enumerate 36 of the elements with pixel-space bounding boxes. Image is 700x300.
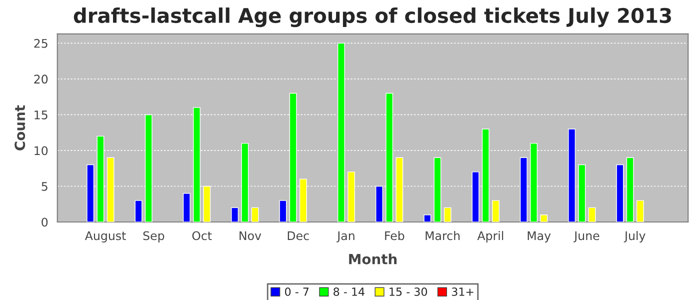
x-axis-title: Month bbox=[349, 254, 397, 264]
bar bbox=[540, 214, 548, 222]
x-tick-label: April bbox=[477, 231, 504, 242]
bar bbox=[279, 200, 287, 222]
y-tick-label: 10 bbox=[34, 146, 48, 156]
bar bbox=[444, 207, 452, 222]
legend-label: 0 - 7 bbox=[285, 288, 309, 296]
x-tick-label: August bbox=[84, 231, 126, 242]
x-tick-label: Dec bbox=[288, 231, 309, 240]
x-tick-label: July bbox=[624, 231, 646, 242]
x-tick-label: June bbox=[574, 231, 600, 242]
y-tick-label: 25 bbox=[34, 38, 48, 48]
legend-label: 31+ bbox=[452, 288, 474, 296]
x-tick-label: March bbox=[426, 231, 460, 240]
bar bbox=[492, 200, 500, 222]
y-tick-label: 20 bbox=[34, 74, 48, 84]
chart-title: drafts-lastcall Age groups of closed tickets July 2013 bbox=[74, 7, 671, 28]
bar bbox=[134, 200, 142, 222]
legend-label: 15 - 30 bbox=[390, 288, 428, 296]
legend-label: 8 - 14 bbox=[334, 288, 364, 296]
x-tick-label: Feb bbox=[385, 231, 404, 240]
y-tick-label: 0 bbox=[42, 218, 48, 227]
y-tick-label: 15 bbox=[34, 110, 48, 120]
x-tick-label: Oct bbox=[192, 231, 212, 240]
bar bbox=[588, 207, 596, 222]
x-tick-label: Nov bbox=[240, 231, 262, 240]
bar bbox=[231, 207, 239, 222]
y-tick-label: 5 bbox=[42, 182, 48, 191]
bar bbox=[182, 193, 190, 222]
x-tick-label: Sep bbox=[143, 231, 164, 242]
bar bbox=[424, 214, 432, 222]
y-axis-title: Count bbox=[14, 105, 26, 150]
bar bbox=[251, 207, 259, 222]
x-tick-label: May bbox=[528, 231, 551, 242]
bar bbox=[636, 200, 644, 222]
x-tick-label: Jan bbox=[336, 231, 354, 242]
